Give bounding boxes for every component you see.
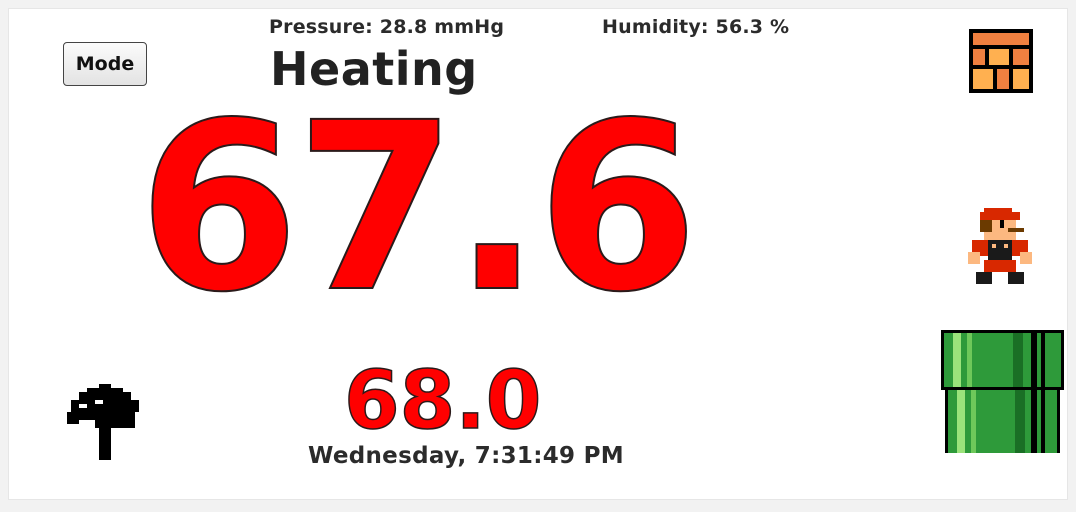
mario-icon[interactable] — [964, 208, 1036, 284]
set-temperature: 68.0 — [343, 354, 542, 447]
current-temperature: 67.6 — [137, 73, 699, 343]
hammer-icon[interactable] — [67, 384, 139, 460]
mode-button[interactable]: Mode — [63, 42, 147, 86]
warp-pipe-icon[interactable] — [941, 330, 1064, 453]
pressure-readout: Pressure: 28.8 mmHg — [269, 16, 505, 38]
date-time: Wednesday, 7:31:49 PM — [308, 443, 624, 469]
brick-block-icon[interactable] — [969, 29, 1033, 93]
mode-status: Heating — [270, 42, 478, 96]
humidity-readout: Humidity: 56.3 % — [602, 16, 790, 38]
thermostat-panel — [8, 8, 1068, 500]
